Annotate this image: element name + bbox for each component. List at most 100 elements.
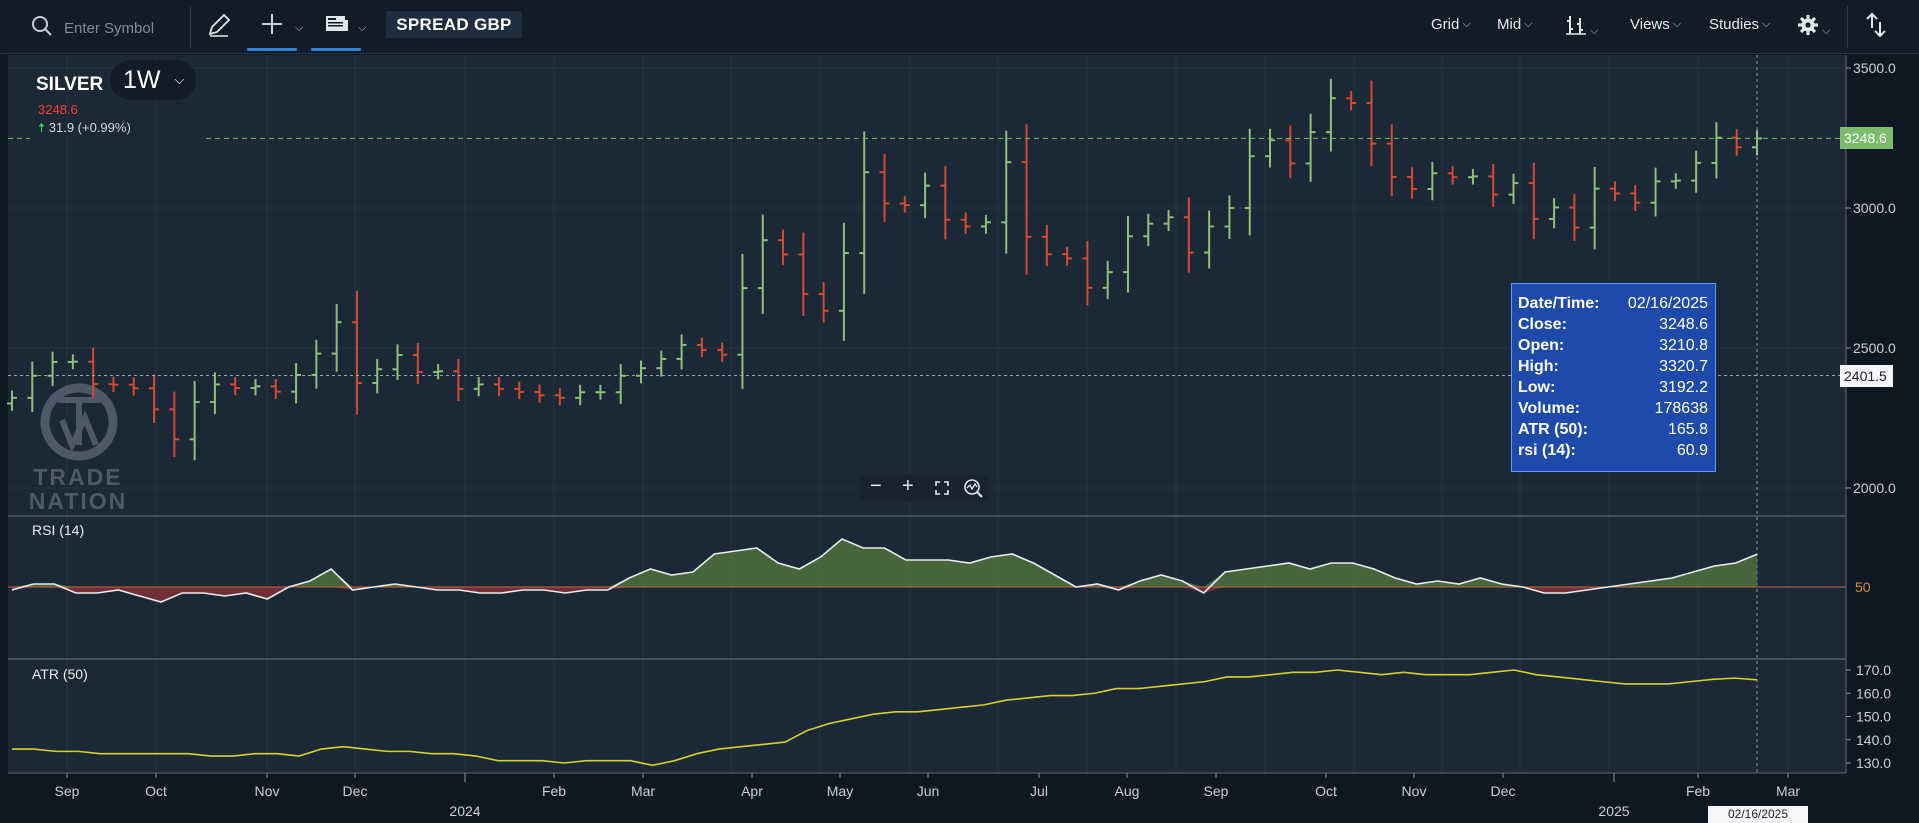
atr-line bbox=[12, 669, 1758, 767]
tooltip-key: Date/Time: bbox=[1518, 295, 1600, 312]
time-tick-label: Nov bbox=[255, 783, 280, 799]
tooltip-value: 3248.6 bbox=[1659, 316, 1708, 333]
tooltip-key: Low: bbox=[1518, 379, 1556, 396]
chart-type-menu[interactable]: ⌵ bbox=[1565, 14, 1598, 40]
toolbar-divider bbox=[1847, 6, 1848, 48]
time-tick-label: Mar bbox=[631, 783, 655, 799]
ohlc-bar bbox=[1630, 185, 1641, 212]
atr-tick-label: 160.0 bbox=[1856, 685, 1891, 701]
ohlc-bar bbox=[534, 384, 545, 403]
tooltip-value: 02/16/2025 bbox=[1627, 295, 1708, 312]
expand-icon[interactable] bbox=[935, 481, 949, 500]
share-icon[interactable] bbox=[1862, 10, 1890, 45]
ohlc-bar bbox=[554, 387, 565, 406]
atr-pane-label: ATR (50) bbox=[32, 666, 88, 682]
ohlc-bar bbox=[980, 214, 991, 234]
crosshair-dropdown-icon[interactable]: ⌵ bbox=[295, 22, 304, 34]
toolbar-divider bbox=[190, 6, 191, 48]
ohlc-bar bbox=[778, 229, 789, 266]
newspaper-icon[interactable] bbox=[324, 13, 350, 40]
ohlc-bar bbox=[1467, 169, 1478, 185]
ohlc-bar bbox=[1325, 78, 1336, 152]
tooltip-row: Date/Time: 02/16/2025 bbox=[1518, 293, 1708, 314]
ohlc-bar bbox=[737, 253, 748, 389]
price-axis[interactable]: 3500.0 3000.0 2500.0 2000.0 bbox=[1846, 60, 1896, 496]
ohlc-bar bbox=[1488, 163, 1499, 207]
news-dropdown-icon[interactable]: ⌵ bbox=[358, 22, 367, 34]
atr-pane: 170.0 160.0 150.0 140.0 130.0 bbox=[12, 662, 1891, 771]
crosshair-price-tag-text: 2401.5 bbox=[1844, 367, 1887, 384]
ohlc-bar bbox=[149, 374, 160, 423]
tooltip-key: High: bbox=[1518, 358, 1559, 375]
ohlc-bar bbox=[1163, 209, 1174, 232]
rsi-pane: 50 bbox=[8, 538, 1871, 603]
timeframe-selector[interactable]: 1W ⌵ bbox=[110, 60, 196, 100]
ohlc-bar bbox=[433, 363, 444, 380]
ohlc-bar bbox=[1265, 128, 1276, 168]
price-tick-label: 3000.0 bbox=[1853, 200, 1896, 216]
zoom-out-button[interactable]: − bbox=[870, 475, 882, 497]
ohlc-bar bbox=[1204, 210, 1215, 269]
ohlc-bar bbox=[291, 363, 302, 404]
ohlc-bar bbox=[960, 212, 971, 234]
ohlc-bar bbox=[1691, 150, 1702, 193]
pane-dividers bbox=[8, 55, 1847, 774]
ohlc-bar bbox=[1244, 128, 1255, 236]
studies-menu[interactable]: Studies ⌵ bbox=[1709, 16, 1770, 33]
ohlc-bar bbox=[311, 339, 322, 389]
ohlc-series bbox=[7, 78, 1762, 461]
ohlc-bar bbox=[859, 131, 870, 294]
tooltip-row: High: 3320.7 bbox=[1518, 356, 1708, 377]
ohlc-bar bbox=[1305, 113, 1316, 182]
rsi-fill-below bbox=[12, 587, 1757, 602]
pencil-icon[interactable] bbox=[206, 12, 232, 43]
spread-currency-button[interactable]: SPREAD GBP bbox=[386, 11, 522, 38]
ohlc-bar bbox=[189, 381, 200, 461]
rsi-pane-label: RSI (14) bbox=[32, 522, 85, 538]
ohlc-bar bbox=[1001, 130, 1012, 254]
ohlc-bar bbox=[412, 343, 423, 384]
ohlc-bar bbox=[1589, 166, 1600, 250]
tooltip-value: 60.9 bbox=[1676, 442, 1708, 459]
ohlc-bar bbox=[1082, 240, 1093, 306]
year-label: 2024 bbox=[449, 803, 480, 819]
tooltip-value: 3192.2 bbox=[1659, 379, 1708, 396]
time-tick-label: Mar bbox=[1776, 783, 1800, 799]
atr-tick-label: 150.0 bbox=[1856, 709, 1891, 725]
crosshair-icon[interactable] bbox=[260, 12, 284, 41]
ohlc-bar bbox=[656, 350, 667, 377]
ohlc-bar bbox=[838, 222, 849, 341]
time-tick-label: Sep bbox=[1204, 783, 1229, 799]
views-menu[interactable]: Views ⌵ bbox=[1630, 16, 1681, 33]
crosshair-price-tag: 2401.5 bbox=[1840, 364, 1893, 387]
ohlc-bar bbox=[88, 347, 99, 399]
ohlc-bar bbox=[1508, 173, 1519, 204]
tooltip-key: Open: bbox=[1518, 337, 1565, 354]
time-tick-label: Sep bbox=[55, 783, 80, 799]
logo-text-trade: TRADE bbox=[33, 464, 122, 490]
last-price-value: 3248.6 bbox=[38, 102, 78, 117]
tooltip-key: Volume: bbox=[1518, 400, 1580, 417]
settings-menu[interactable]: ⌵ bbox=[1797, 14, 1830, 40]
search-icon[interactable] bbox=[30, 14, 54, 43]
ohlc-bar bbox=[351, 290, 362, 415]
ohlc-bar bbox=[1407, 167, 1418, 199]
rsi-fill-above bbox=[12, 539, 1757, 587]
time-tick-label: Oct bbox=[145, 783, 167, 799]
time-tick-label: Nov bbox=[1402, 783, 1427, 799]
zoom-reset-icon[interactable] bbox=[963, 478, 983, 503]
ohlc-bar bbox=[108, 376, 119, 393]
ohlc-bar bbox=[1143, 213, 1154, 247]
time-tick-label: Oct bbox=[1315, 783, 1337, 799]
symbol-search-input[interactable] bbox=[62, 14, 186, 42]
time-tick-label: Feb bbox=[1686, 783, 1710, 799]
grid-menu[interactable]: Grid ⌵ bbox=[1431, 16, 1471, 33]
time-tick-label: Feb bbox=[542, 783, 566, 799]
tooltip-value: 3210.8 bbox=[1659, 337, 1708, 354]
ohlc-bar bbox=[757, 214, 768, 314]
ohlc-bar bbox=[1386, 124, 1397, 197]
time-axis[interactable]: Sep Oct Nov Dec Feb Mar Apr May Jun Jul Aug Sep Oct N… bbox=[55, 773, 1801, 819]
zoom-in-button[interactable]: + bbox=[902, 475, 914, 497]
mid-menu[interactable]: Mid ⌵ bbox=[1497, 16, 1533, 33]
chevron-down-icon: ⌵ bbox=[1524, 18, 1533, 30]
